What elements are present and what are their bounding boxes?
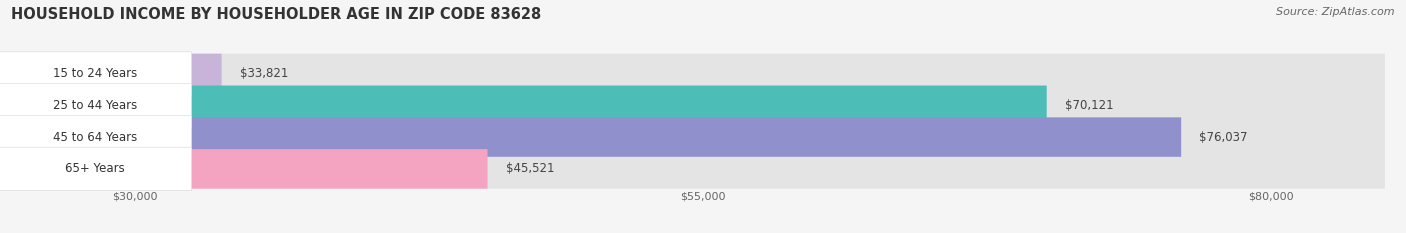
FancyBboxPatch shape [21, 86, 1046, 125]
Text: 25 to 44 Years: 25 to 44 Years [53, 99, 138, 112]
Text: $70,121: $70,121 [1064, 99, 1114, 112]
FancyBboxPatch shape [21, 149, 488, 189]
FancyBboxPatch shape [21, 149, 1385, 189]
Text: 65+ Years: 65+ Years [65, 162, 125, 175]
Text: 45 to 64 Years: 45 to 64 Years [53, 130, 138, 144]
FancyBboxPatch shape [0, 52, 191, 95]
FancyBboxPatch shape [0, 147, 191, 191]
Text: $76,037: $76,037 [1199, 130, 1249, 144]
Text: Source: ZipAtlas.com: Source: ZipAtlas.com [1277, 7, 1395, 17]
Text: 15 to 24 Years: 15 to 24 Years [53, 67, 138, 80]
FancyBboxPatch shape [21, 117, 1385, 157]
FancyBboxPatch shape [21, 54, 222, 93]
FancyBboxPatch shape [0, 84, 191, 127]
FancyBboxPatch shape [0, 115, 191, 159]
Text: $45,521: $45,521 [506, 162, 554, 175]
FancyBboxPatch shape [21, 117, 1181, 157]
FancyBboxPatch shape [21, 54, 1385, 93]
FancyBboxPatch shape [21, 86, 1385, 125]
Text: HOUSEHOLD INCOME BY HOUSEHOLDER AGE IN ZIP CODE 83628: HOUSEHOLD INCOME BY HOUSEHOLDER AGE IN Z… [11, 7, 541, 22]
Text: $33,821: $33,821 [240, 67, 288, 80]
